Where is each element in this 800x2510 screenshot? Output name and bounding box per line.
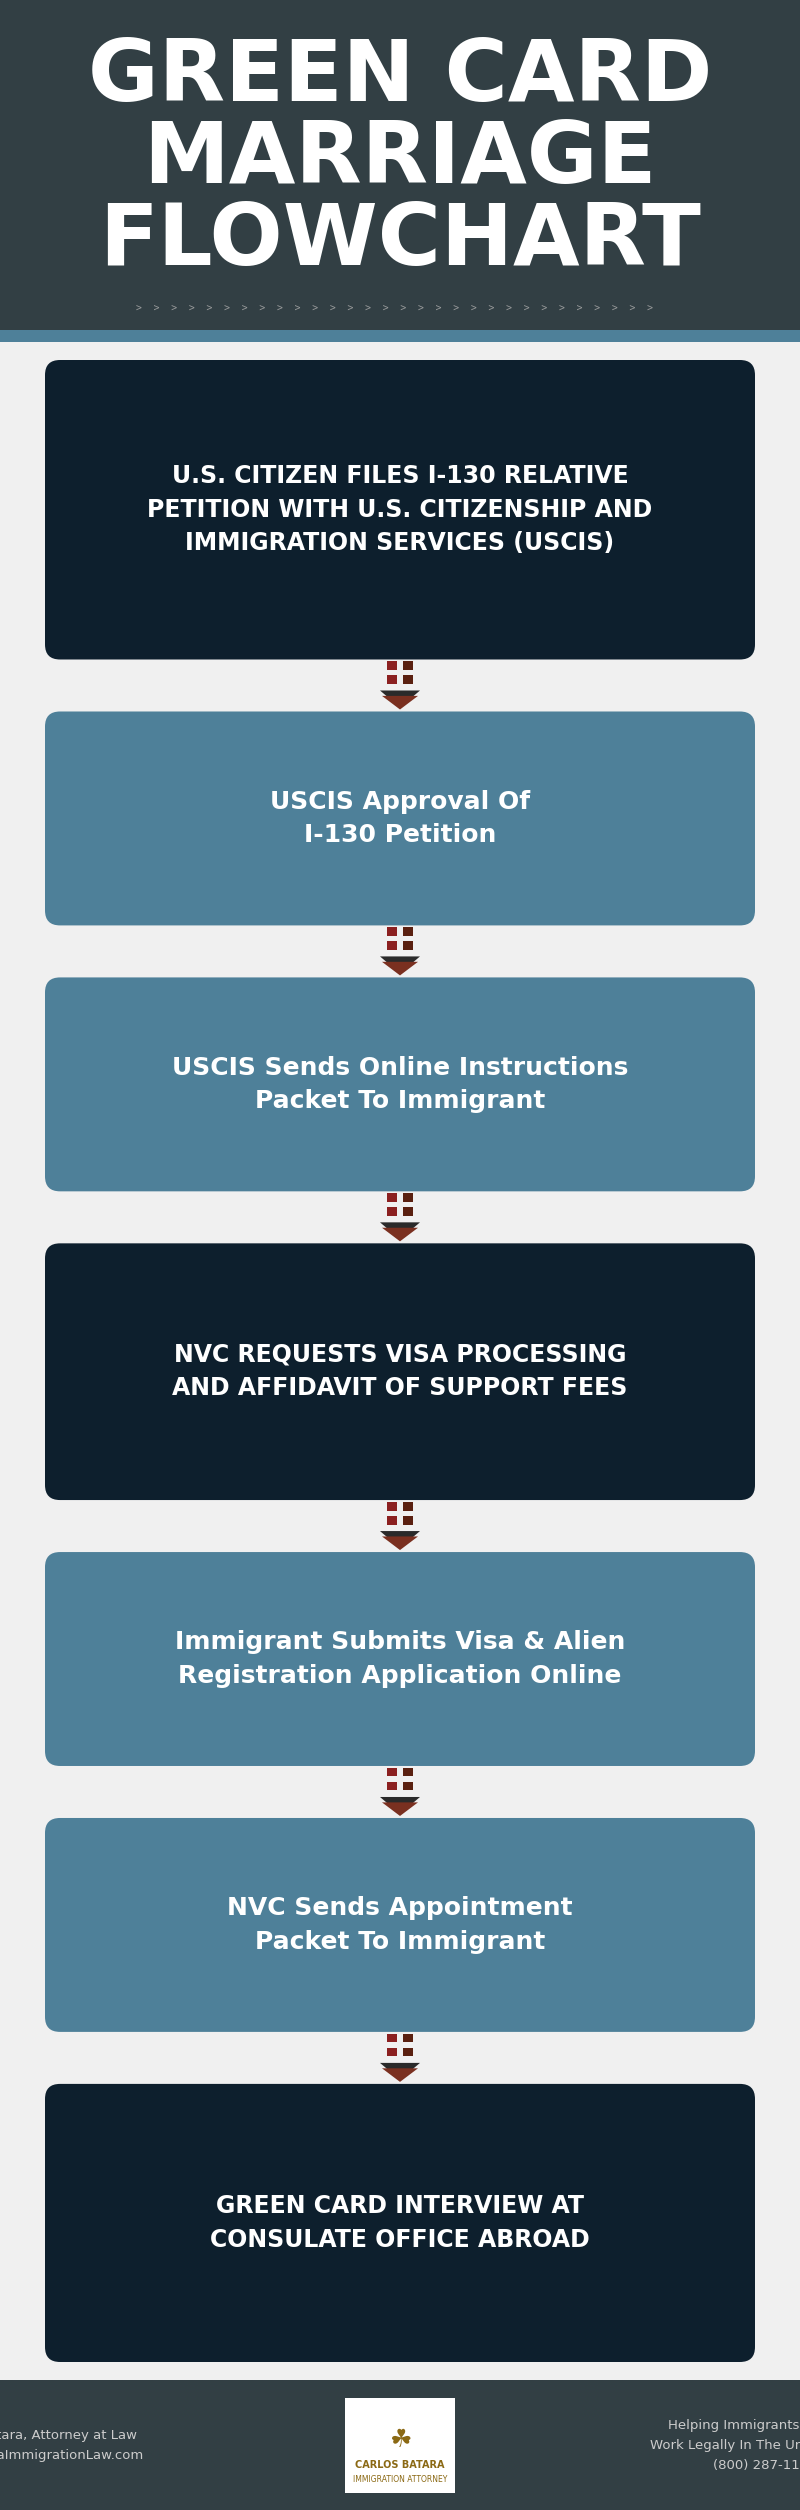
Text: GREEN CARD INTERVIEW AT
CONSULATE OFFICE ABROAD: GREEN CARD INTERVIEW AT CONSULATE OFFICE… <box>210 2194 590 2251</box>
Text: IMMIGRATION ATTORNEY: IMMIGRATION ATTORNEY <box>353 2475 447 2485</box>
Text: Carlos Batara, Attorney at Law
www.BataraImmigrationLaw.com: Carlos Batara, Attorney at Law www.Batar… <box>0 2430 144 2462</box>
FancyBboxPatch shape <box>45 359 755 660</box>
Polygon shape <box>380 1797 420 1815</box>
Bar <box>387 1782 397 1790</box>
FancyBboxPatch shape <box>45 1551 755 1767</box>
Bar <box>387 1767 397 1777</box>
Polygon shape <box>382 1536 418 1551</box>
Polygon shape <box>382 695 418 710</box>
Text: NVC REQUESTS VISA PROCESSING
AND AFFIDAVIT OF SUPPORT FEES: NVC REQUESTS VISA PROCESSING AND AFFIDAV… <box>172 1343 628 1401</box>
Text: Immigrant Submits Visa & Alien
Registration Application Online: Immigrant Submits Visa & Alien Registrat… <box>175 1632 625 1687</box>
Text: USCIS Sends Online Instructions
Packet To Immigrant: USCIS Sends Online Instructions Packet T… <box>172 1057 628 1112</box>
FancyBboxPatch shape <box>45 2083 755 2362</box>
Text: GREEN CARD: GREEN CARD <box>88 38 712 120</box>
Text: MARRIAGE: MARRIAGE <box>143 118 657 201</box>
FancyBboxPatch shape <box>45 1817 755 2033</box>
Polygon shape <box>382 1802 418 1815</box>
Bar <box>403 926 413 936</box>
Polygon shape <box>382 961 418 976</box>
Bar <box>403 1767 413 1777</box>
Bar <box>403 941 413 949</box>
Bar <box>387 2048 397 2056</box>
Bar <box>403 675 413 685</box>
Bar <box>403 1516 413 1524</box>
Bar <box>387 2033 397 2043</box>
Text: USCIS Approval Of
I-130 Petition: USCIS Approval Of I-130 Petition <box>270 791 530 848</box>
FancyBboxPatch shape <box>45 976 755 1192</box>
Bar <box>387 1516 397 1524</box>
Bar <box>403 1192 413 1202</box>
Bar <box>403 1782 413 1790</box>
Text: NVC Sends Appointment
Packet To Immigrant: NVC Sends Appointment Packet To Immigran… <box>227 1895 573 1953</box>
FancyBboxPatch shape <box>45 710 755 926</box>
Bar <box>403 2048 413 2056</box>
Bar <box>403 663 413 670</box>
Text: >  >  >  >  >  >  >  >  >  >  >  >  >  >  >  >  >  >  >  >  >  >  >  >  >  >  > : > > > > > > > > > > > > > > > > > > > > … <box>136 304 664 314</box>
Bar <box>0 329 800 341</box>
Polygon shape <box>380 1222 420 1240</box>
Bar <box>387 1501 397 1511</box>
Bar <box>0 0 800 329</box>
Bar <box>403 1501 413 1511</box>
Polygon shape <box>380 2063 420 2081</box>
Bar <box>387 926 397 936</box>
Polygon shape <box>380 1531 420 1549</box>
Bar <box>387 1207 397 1215</box>
Text: CARLOS BATARA: CARLOS BATARA <box>355 2460 445 2470</box>
Bar <box>345 2397 455 2492</box>
Text: FLOWCHART: FLOWCHART <box>99 201 701 284</box>
FancyBboxPatch shape <box>45 1242 755 1501</box>
Bar <box>0 2379 800 2510</box>
Text: ☘: ☘ <box>389 2427 411 2452</box>
Polygon shape <box>380 956 420 974</box>
Bar <box>387 941 397 949</box>
Bar <box>387 1192 397 1202</box>
Bar <box>403 2033 413 2043</box>
Bar <box>387 663 397 670</box>
Polygon shape <box>382 1227 418 1242</box>
Bar <box>403 1207 413 1215</box>
Bar <box>387 675 397 685</box>
Text: U.S. CITIZEN FILES I-130 RELATIVE
PETITION WITH U.S. CITIZENSHIP AND
IMMIGRATION: U.S. CITIZEN FILES I-130 RELATIVE PETITI… <box>147 464 653 555</box>
Text: Helping Immigrants Live And
Work Legally In The United States.
(800) 287-1180: Helping Immigrants Live And Work Legally… <box>650 2420 800 2472</box>
Polygon shape <box>382 2068 418 2081</box>
Polygon shape <box>380 690 420 708</box>
